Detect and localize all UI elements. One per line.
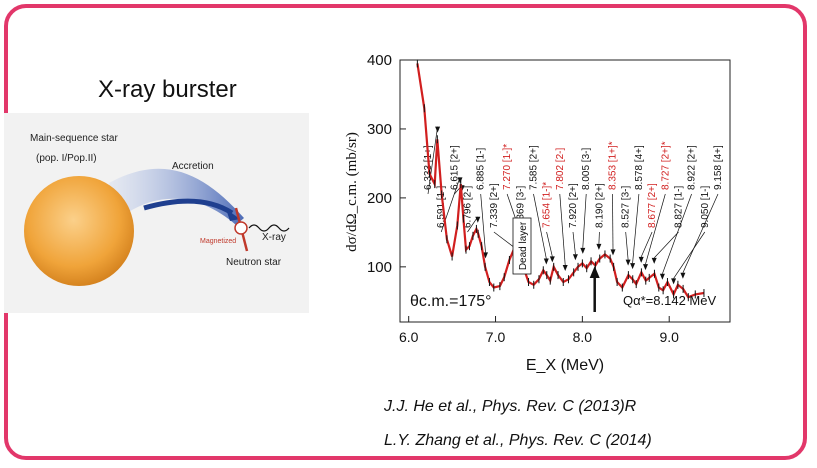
level-label-19: 8.827 [1-] <box>674 186 685 228</box>
series-line <box>416 63 705 299</box>
level-arrow-icon-17 <box>638 256 644 263</box>
y-axis-label: dσ/dΩ_c.m. (mb/sr) <box>344 132 360 252</box>
x-tick-label-1: 7.0 <box>486 329 506 345</box>
y-axis: 100 200 300 400 <box>367 52 406 276</box>
xray-label: X-ray <box>262 232 286 243</box>
level-label-6: 7.270 [1-]* <box>502 144 513 190</box>
level-arrow-icon-20 <box>659 273 665 280</box>
level-pointer-19 <box>653 231 679 259</box>
main-sequence-star <box>24 176 134 286</box>
x-tick-label-0: 6.0 <box>399 329 419 345</box>
x-tick-label-3: 9.0 <box>659 329 679 345</box>
level-pointer-8 <box>533 193 547 259</box>
level-label-11: 7.920 [2+] <box>568 183 579 228</box>
level-label-22: 9.158 [4+] <box>713 145 724 190</box>
burster-title: X-ray burster <box>98 76 237 103</box>
reference-1: J.J. He et al., Phys. Rev. C (2013)R <box>384 398 637 415</box>
level-label-17: 8.677 [2+] <box>647 183 658 228</box>
x-tick-label-2: 8.0 <box>573 329 593 345</box>
level-arrow-icon-19 <box>651 257 657 264</box>
dead-layer-box: Dead layer <box>512 217 532 275</box>
neutron-star <box>234 221 248 235</box>
q-value-label: Qα*=8.142 MeV <box>623 293 716 308</box>
magnetized-label: Magnetized <box>200 238 236 245</box>
level-label-15: 8.527 [3-] <box>621 186 632 228</box>
level-arrow-icon-22 <box>680 272 686 279</box>
level-arrow-icon-10 <box>562 265 568 271</box>
level-label-8: 7.585 [2+] <box>529 145 540 190</box>
level-label-9: 7.654 [1-]* <box>542 182 553 228</box>
level-arrow-icon-13 <box>596 243 602 250</box>
level-label-4: 6.885 [1-] <box>476 148 487 190</box>
level-arrow-icon-21 <box>671 278 677 285</box>
level-pointer-17 <box>640 231 653 258</box>
dead-layer-label: Dead layer <box>518 221 529 270</box>
x-axis-label: E_X (MeV) <box>526 357 604 374</box>
xray-wave-icon <box>248 224 290 232</box>
level-pointer-14 <box>612 193 614 250</box>
star-label: Main-sequence star <box>30 133 118 144</box>
accretion-stream <box>109 168 244 225</box>
level-annotations: 6.333 [1+]6.591 [1-]6.615 [2+]6.796 [2-]… <box>423 126 724 285</box>
level-pointer-12 <box>582 193 587 248</box>
level-arrow-icon-4 <box>483 252 488 259</box>
y-tick-label-2: 300 <box>367 121 392 138</box>
level-label-16: 8.578 [4+] <box>634 145 645 190</box>
level-arrow-icon-1 <box>457 177 463 184</box>
level-label-20: 8.922 [2+] <box>687 145 698 190</box>
q-arrow-icon <box>589 266 600 278</box>
y-tick-label-3: 400 <box>367 52 392 69</box>
star-sublabel: (pop. I/Pop.II) <box>36 153 97 164</box>
level-pointer-3 <box>467 216 479 233</box>
arrow-head-icon <box>226 209 240 221</box>
level-arrow-icon-12 <box>580 247 586 254</box>
level-arrow-icon-8 <box>543 258 549 265</box>
accretion-arrow-icon <box>143 198 234 216</box>
angle-label: θc.m.=175° <box>410 293 492 310</box>
level-label-2: 6.615 [2+] <box>449 145 460 190</box>
accretion-label: Accretion <box>172 161 214 172</box>
q-value-marker <box>589 266 600 312</box>
spectrum-chart: 6.333 [1+]6.591 [1-]6.615 [2+]6.796 [2-]… <box>344 52 731 374</box>
level-arrow-icon-18 <box>643 264 648 271</box>
level-pointer-11 <box>572 231 576 255</box>
y-tick-label-1: 200 <box>367 190 392 207</box>
level-label-1: 6.591 [1-] <box>436 186 447 228</box>
level-pointer-20 <box>662 193 692 274</box>
level-pointer-13 <box>598 231 600 244</box>
level-pointer-10 <box>559 193 566 266</box>
level-pointer-0 <box>427 126 438 195</box>
level-pointer-22 <box>682 193 719 273</box>
reference-2: L.Y. Zhang et al., Phys. Rev. C (2014) <box>384 432 652 449</box>
plot-frame <box>399 59 731 323</box>
level-label-18: 8.727 [2+]* <box>660 141 671 190</box>
level-label-13: 8.190 [2+] <box>594 183 605 228</box>
level-label-3: 6.796 [2-] <box>463 186 474 228</box>
x-axis: 6.0 7.0 8.0 9.0 <box>399 316 679 345</box>
level-pointer-9 <box>546 231 553 257</box>
xray-burster-diagram: Main-sequence star (pop. I/Pop.II) Accre… <box>4 113 309 313</box>
level-arrow-icon-0 <box>435 126 441 133</box>
level-arrow-icon-3 <box>475 216 481 223</box>
level-label-10: 7.802 [2-] <box>555 148 566 190</box>
data-points <box>416 59 705 302</box>
level-arrow-icon-16 <box>630 263 636 270</box>
level-label-21: 9.050 [1-] <box>700 186 711 228</box>
neutron-star-label: Neutron star <box>226 257 282 268</box>
level-arrow-icon-11 <box>572 254 578 261</box>
y-tick-label-0: 100 <box>367 259 392 276</box>
level-label-12: 8.005 [3-] <box>581 148 592 190</box>
level-arrow-icon-14 <box>610 249 616 256</box>
level-pointer-15 <box>625 231 629 260</box>
level-label-5: 7.339 [2+] <box>489 183 500 228</box>
level-pointer-18 <box>645 193 666 265</box>
level-arrow-icon-15 <box>625 259 631 266</box>
level-pointer-4 <box>480 193 486 253</box>
level-label-7: 7.369 [3-] <box>515 186 526 228</box>
level-label-14: 8.353 [1+]* <box>608 141 619 190</box>
level-arrow-icon-9 <box>549 256 555 263</box>
level-pointer-21 <box>673 231 706 279</box>
level-pointer-16 <box>632 193 640 264</box>
